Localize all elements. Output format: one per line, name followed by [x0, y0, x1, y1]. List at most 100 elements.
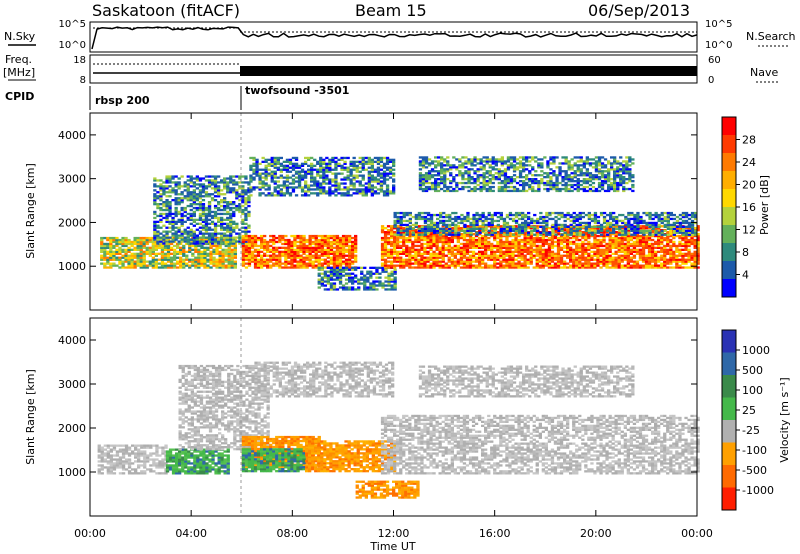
heatmap-cell — [535, 246, 539, 249]
heatmap-cell — [383, 266, 388, 269]
heatmap-cell — [335, 274, 340, 277]
heatmap-cell — [272, 254, 276, 257]
heatmap-cell — [180, 175, 184, 178]
heatmap-cell — [524, 227, 528, 230]
heatmap-cell — [151, 242, 155, 246]
heatmap-cell — [388, 168, 393, 171]
heatmap-cell — [136, 260, 140, 263]
heatmap-cell — [238, 242, 242, 245]
heatmap-cell — [411, 242, 415, 246]
heatmap-cell — [539, 217, 543, 221]
heatmap-cell — [481, 219, 485, 223]
heatmap-cell — [527, 221, 531, 225]
heatmap-cell — [304, 184, 308, 187]
heatmap-cell — [165, 191, 169, 194]
heatmap-cell — [103, 252, 107, 255]
heatmap-cell — [183, 197, 187, 200]
heatmap-cell — [198, 189, 203, 192]
heatmap-cell — [651, 248, 655, 251]
heatmap-cell — [180, 234, 184, 237]
heatmap-cell — [255, 164, 259, 167]
heatmap-cell — [387, 274, 391, 277]
heatmap-cell — [581, 266, 585, 269]
heatmap-cell — [463, 217, 467, 221]
heatmap-cell — [693, 240, 697, 244]
heatmap-cell — [136, 264, 140, 267]
heatmap-cell — [390, 262, 394, 265]
heatmap-cell — [287, 262, 291, 265]
heatmap-cell — [441, 246, 445, 249]
heatmap-cell — [305, 266, 309, 269]
heatmap-cell — [468, 264, 473, 267]
heatmap-cell — [163, 266, 168, 269]
heatmap-cell — [370, 180, 374, 183]
heatmap-cell — [472, 223, 476, 227]
heatmap-cell — [535, 248, 539, 251]
heatmap-cell — [382, 170, 387, 173]
heatmap-cell — [380, 238, 385, 242]
heatmap-cell — [198, 191, 203, 194]
heatmap-cell — [195, 222, 199, 225]
heatmap-cell — [204, 222, 209, 225]
heatmap-cell — [174, 232, 178, 235]
heatmap-cell — [572, 264, 576, 267]
heatmap-cell — [441, 244, 445, 248]
heatmap-cell — [445, 225, 449, 228]
heatmap-cell — [396, 258, 400, 261]
heatmap-cell — [168, 181, 172, 184]
heatmap-cell — [533, 225, 537, 228]
heatmap-cell — [304, 194, 308, 197]
heatmap-cell — [341, 248, 346, 251]
heatmap-cell — [402, 215, 406, 219]
heatmap-cell — [200, 246, 204, 249]
heatmap-cell — [569, 215, 573, 219]
heatmap-cell — [478, 227, 482, 230]
heatmap-cell — [553, 254, 558, 257]
heatmap-cell — [349, 188, 353, 191]
heatmap-cell — [542, 221, 546, 225]
heatmap-cell — [420, 264, 424, 267]
heatmap-cell — [386, 250, 391, 253]
heatmap-cell — [235, 206, 239, 210]
heatmap-cell — [247, 236, 252, 240]
heatmap-cell — [238, 203, 242, 206]
heatmap-cell — [405, 219, 409, 223]
heatmap-cell — [556, 238, 561, 242]
heatmap-cell — [696, 233, 700, 236]
heatmap-cell — [332, 264, 337, 267]
heatmap-cell — [179, 246, 183, 249]
heatmap-cell — [299, 250, 303, 253]
heatmap-cell — [373, 160, 378, 163]
heatmap-cell — [581, 242, 585, 246]
heatmap-cell — [168, 226, 172, 229]
heatmap-cell — [109, 246, 113, 249]
heatmap-cell — [396, 229, 400, 232]
heatmap-cell — [542, 225, 546, 228]
heatmap-cell — [499, 231, 503, 234]
heatmap-cell — [106, 266, 110, 269]
heatmap-cell — [581, 234, 585, 238]
heatmap-cell — [285, 164, 290, 167]
heatmap-cell — [115, 252, 119, 255]
heatmap-cell — [100, 240, 104, 244]
heatmap-cell — [523, 244, 527, 248]
heatmap-cell — [249, 188, 253, 191]
heatmap-cell — [133, 242, 137, 246]
heatmap-cell — [213, 191, 218, 194]
heatmap-cell — [215, 258, 219, 261]
heatmap-cell — [223, 177, 227, 180]
heatmap-cell — [189, 230, 193, 233]
heatmap-cell — [217, 238, 221, 241]
heatmap-cell — [279, 176, 283, 179]
heatmap-cell — [535, 260, 539, 263]
heatmap-cell — [173, 252, 177, 255]
heatmap-cell — [602, 250, 606, 253]
heatmap-cell — [344, 286, 349, 289]
heatmap-cell — [210, 236, 215, 239]
heatmap-cell — [136, 256, 140, 259]
heatmap-cell — [678, 254, 682, 257]
heatmap-cell — [253, 242, 258, 246]
heatmap-cell — [319, 186, 323, 189]
heatmap-cell — [559, 258, 564, 261]
heatmap-cell — [224, 266, 228, 269]
